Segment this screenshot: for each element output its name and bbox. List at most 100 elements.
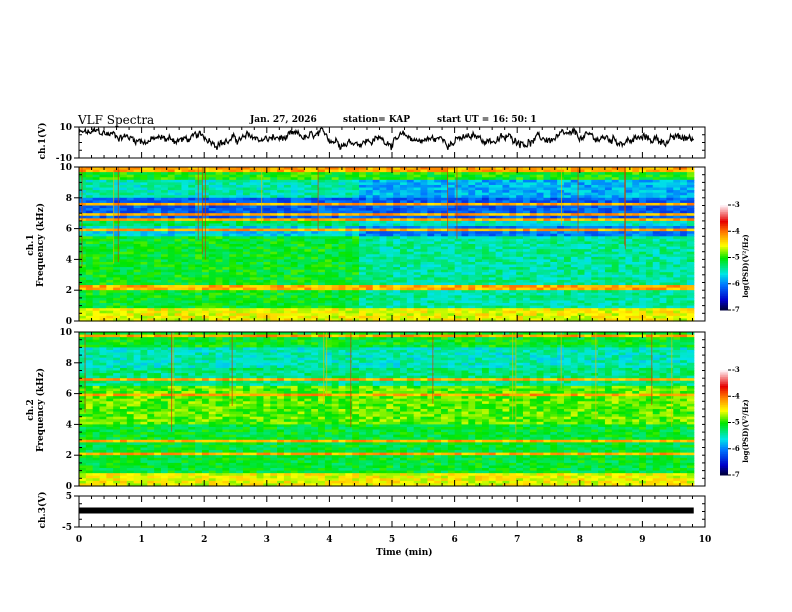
spectrogram-cell — [427, 226, 435, 230]
spectrogram-cell — [311, 218, 319, 222]
spectrogram-cell — [283, 292, 292, 296]
spectrogram-cell — [263, 190, 271, 194]
spectrogram-cell — [516, 197, 524, 201]
spectrogram-cell — [645, 272, 654, 276]
spectrogram-cell — [126, 231, 135, 235]
spectrogram-cell — [509, 215, 517, 219]
spectrogram-cell — [618, 184, 627, 189]
spectrogram-cell — [147, 197, 155, 201]
spectrogram-cell — [420, 213, 428, 217]
spectrogram-cell — [85, 272, 94, 276]
spectrogram-cell — [557, 177, 565, 181]
spectrogram-cell — [106, 233, 114, 237]
spectrogram-cell — [92, 259, 101, 263]
spectrogram-cell — [536, 272, 545, 276]
spectrogram-cell — [509, 223, 517, 227]
spectrogram-cell — [550, 287, 558, 291]
spectrogram-cell — [229, 238, 237, 243]
spectrogram-cell — [577, 249, 586, 253]
spectrogram-cell — [181, 197, 189, 201]
spectrogram-cell — [618, 251, 627, 255]
spectrogram-cell — [188, 300, 196, 304]
spectrogram-cell — [140, 208, 148, 212]
spectrogram-cell — [290, 274, 299, 278]
spectrogram-cell — [256, 300, 265, 304]
spectrogram-cell — [311, 254, 319, 258]
spectrogram-cell — [99, 218, 107, 222]
spectrogram-cell — [126, 256, 135, 260]
spectrogram-cell — [488, 187, 497, 191]
spectrogram-cell — [324, 254, 333, 258]
spectrogram-cell — [632, 292, 640, 296]
spectrogram-cell — [119, 179, 128, 183]
spectrogram-cell — [441, 303, 449, 307]
spectrogram-cell — [222, 261, 230, 266]
spectrogram-cell — [454, 272, 463, 276]
spectrogram-cell — [236, 249, 244, 253]
spectrogram-cell — [154, 285, 162, 289]
spectrogram-cell — [283, 182, 292, 186]
spectrogram-cell — [236, 182, 244, 186]
spectrogram-cell — [85, 241, 94, 245]
spectrogram-cell — [242, 167, 251, 171]
spectrogram-cell — [570, 292, 579, 296]
spectrogram-cell — [434, 249, 442, 253]
spectrogram-cell — [324, 179, 333, 183]
spectrogram-cell — [113, 300, 121, 304]
spectrogram-cell — [598, 197, 606, 201]
spectrogram-cell — [331, 192, 340, 196]
spectrogram-cell — [632, 272, 640, 276]
spectrogram-cell — [386, 261, 394, 266]
spectrogram-cell — [652, 177, 661, 181]
spectrogram-cell — [516, 292, 524, 296]
spectrogram-cell — [618, 169, 627, 173]
spectrogram-cell — [618, 228, 627, 232]
spectrogram-cell — [160, 279, 169, 284]
spectrogram-cell — [550, 261, 558, 266]
spectrogram-cell — [481, 279, 490, 284]
spectrogram-cell — [536, 259, 545, 263]
spectrogram-cell — [686, 197, 695, 201]
spectrogram-cell — [99, 279, 107, 284]
spectrogram-cell — [406, 218, 415, 222]
spectrogram-cell — [536, 300, 545, 304]
spectrogram-cell — [598, 205, 606, 209]
spectrogram-cell — [345, 177, 353, 181]
spectrogram-cell — [99, 292, 107, 296]
spectrogram-cell — [543, 261, 551, 266]
spectrogram-cell — [133, 190, 142, 194]
spectrogram-cell — [461, 182, 469, 186]
spectrogram-cell — [372, 182, 381, 186]
spectrogram-cell — [673, 279, 681, 284]
spectrogram-cell — [441, 182, 449, 186]
spectrogram-cell — [686, 174, 695, 178]
spectrogram-cell — [659, 210, 668, 214]
spectrogram-cell — [550, 177, 558, 181]
spectrogram-cell — [311, 195, 319, 199]
spectrogram-cell — [604, 177, 613, 181]
spectrogram-cell — [270, 251, 278, 255]
spectrogram-cell — [680, 192, 688, 196]
spectrogram-cell — [242, 205, 251, 209]
spectrogram-cell — [167, 267, 176, 271]
spectrogram-cell — [420, 215, 428, 219]
spectrogram-cell — [338, 179, 346, 183]
spectrogram-cell — [475, 287, 483, 291]
spectrogram-cell — [277, 297, 285, 302]
spectrogram-cell — [338, 192, 346, 196]
spectrogram-cell — [324, 282, 333, 286]
spectrogram-cell — [318, 169, 326, 173]
spectrogram-cell — [632, 236, 640, 240]
spectrogram-cell — [283, 195, 292, 199]
spectrogram-cell — [106, 295, 114, 299]
spectrogram-cell — [488, 177, 497, 181]
spectrogram-cell — [154, 269, 162, 273]
spectrogram-cell — [570, 295, 579, 299]
spectrogram-cell — [154, 169, 162, 173]
spectrogram-cell — [618, 285, 627, 289]
spectrogram-cell — [154, 261, 162, 266]
spectrogram-cell — [570, 297, 579, 302]
spectrogram-cell — [386, 277, 394, 281]
spectrogram-cell — [85, 261, 94, 266]
